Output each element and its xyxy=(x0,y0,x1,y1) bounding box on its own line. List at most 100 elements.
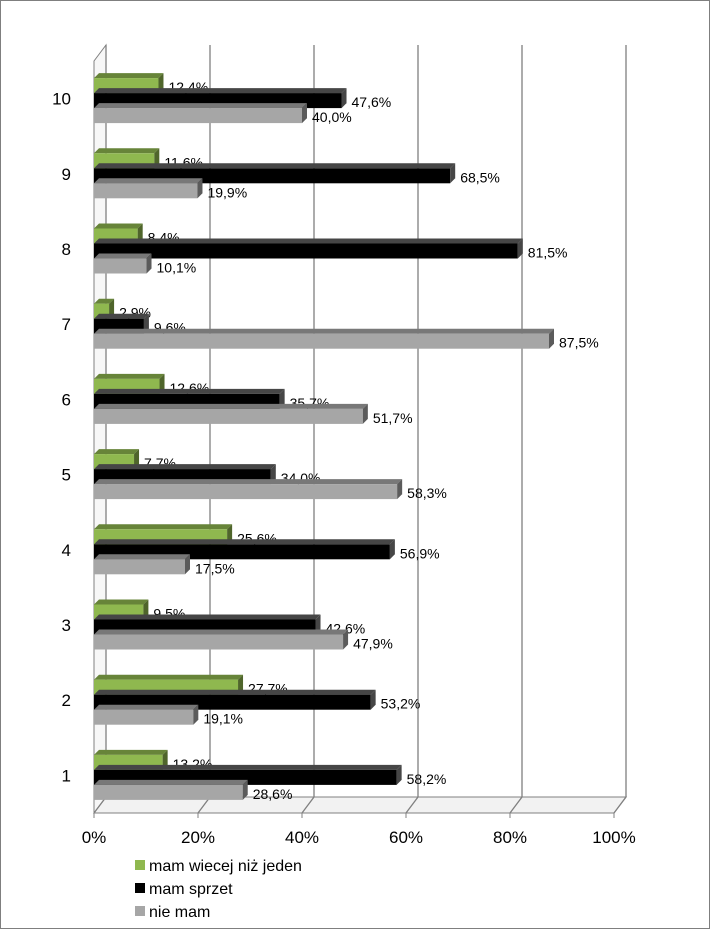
category-label: 1 xyxy=(62,766,71,785)
bar-top-face xyxy=(94,253,152,259)
bar-end-face xyxy=(302,103,307,124)
bar-top-face xyxy=(94,614,321,620)
bar-top-face xyxy=(94,554,190,560)
bar-top-face xyxy=(94,223,143,229)
category-label: 2 xyxy=(62,691,71,710)
legend-label: mam sprzet xyxy=(149,881,233,898)
bar-top-face xyxy=(94,779,248,785)
data-label: 47,6% xyxy=(352,94,392,110)
x-tick-label: 60% xyxy=(389,828,423,847)
bar xyxy=(94,709,194,725)
x-tick-label: 40% xyxy=(285,828,319,847)
bar-end-face xyxy=(193,704,199,725)
data-label: 87,5% xyxy=(559,335,599,351)
data-label: 51,7% xyxy=(373,410,413,426)
bar-top-face xyxy=(94,689,376,695)
x-tick-label: 0% xyxy=(82,828,107,847)
bar-top-face xyxy=(94,629,349,635)
data-label: 68,5% xyxy=(460,169,500,185)
bar-top-face xyxy=(94,373,165,379)
bar-top-face xyxy=(94,328,554,334)
bar-top-face xyxy=(94,403,368,409)
x-tick-label: 20% xyxy=(181,828,215,847)
data-label: 10,1% xyxy=(157,260,197,276)
bar xyxy=(94,258,147,274)
bar-end-face xyxy=(197,178,203,199)
bar-end-face xyxy=(146,253,152,274)
bar-top-face xyxy=(94,599,149,605)
bar-top-face xyxy=(94,479,403,485)
data-label: 19,1% xyxy=(203,711,243,727)
bar-top-face xyxy=(94,238,523,244)
data-label: 28,6% xyxy=(253,786,293,802)
bar-top-face xyxy=(94,674,244,680)
bar-top-face xyxy=(94,449,140,455)
category-label: 5 xyxy=(62,466,71,485)
bar-top-face xyxy=(94,148,160,154)
bar-top-face xyxy=(94,163,456,169)
bar-top-face xyxy=(94,764,402,770)
bar-end-face xyxy=(450,163,456,184)
bar-top-face xyxy=(94,178,203,184)
legend-label: mam wiecej niż jeden xyxy=(149,858,302,875)
data-label: 19,9% xyxy=(207,184,247,200)
category-label: 3 xyxy=(62,616,71,635)
bar-end-face xyxy=(343,629,349,650)
bar xyxy=(94,408,363,424)
bar-top-face xyxy=(94,103,307,109)
gridline-40pct xyxy=(301,45,315,814)
bar xyxy=(94,183,198,199)
plot-back-wall xyxy=(106,45,626,797)
bar-end-face xyxy=(362,403,368,424)
bar-top-face xyxy=(94,73,164,79)
bar-top-face xyxy=(94,388,285,394)
bar-end-face xyxy=(341,88,347,109)
data-label: 40,0% xyxy=(312,109,352,125)
bar xyxy=(94,243,518,259)
bar-end-face xyxy=(396,764,402,785)
category-label: 7 xyxy=(62,315,71,334)
bar-top-face xyxy=(94,749,168,755)
bar xyxy=(94,484,398,500)
category-label: 8 xyxy=(62,240,71,259)
bar xyxy=(94,559,185,575)
bar-end-face xyxy=(549,328,554,349)
bar xyxy=(94,333,549,349)
category-label: 6 xyxy=(62,390,71,409)
bar-end-face xyxy=(185,554,190,575)
data-label: 56,9% xyxy=(400,545,440,561)
category-label: 10 xyxy=(52,90,71,109)
bar-end-face xyxy=(517,238,523,259)
bar xyxy=(94,784,243,800)
bar-top-face xyxy=(94,524,233,530)
bar xyxy=(94,634,344,650)
bar-end-face xyxy=(370,689,376,710)
data-label: 58,3% xyxy=(407,485,447,501)
bar-end-face xyxy=(389,539,395,560)
bar-top-face xyxy=(94,464,276,470)
bar xyxy=(94,108,302,124)
data-label: 47,9% xyxy=(353,636,393,652)
legend-swatch xyxy=(135,883,145,893)
gridline-60pct xyxy=(405,45,419,814)
bar-top-face xyxy=(94,298,115,304)
gridline-80pct xyxy=(509,45,523,814)
data-label: 58,2% xyxy=(407,771,447,787)
gridline-100pct xyxy=(613,45,627,814)
legend-label: nie mam xyxy=(149,904,210,921)
category-label: 4 xyxy=(62,541,71,560)
data-label: 17,5% xyxy=(195,560,235,576)
bar-end-face xyxy=(397,479,403,500)
bar-top-face xyxy=(94,539,395,545)
bar-top-face xyxy=(94,704,199,710)
data-label: 81,5% xyxy=(528,245,568,261)
legend-swatch xyxy=(135,906,145,916)
legend-swatch xyxy=(135,860,145,870)
x-tick-label: 100% xyxy=(592,828,635,847)
category-label: 9 xyxy=(62,165,71,184)
bar-end-face xyxy=(242,779,248,800)
bar-top-face xyxy=(94,88,347,94)
data-label: 53,2% xyxy=(381,696,421,712)
